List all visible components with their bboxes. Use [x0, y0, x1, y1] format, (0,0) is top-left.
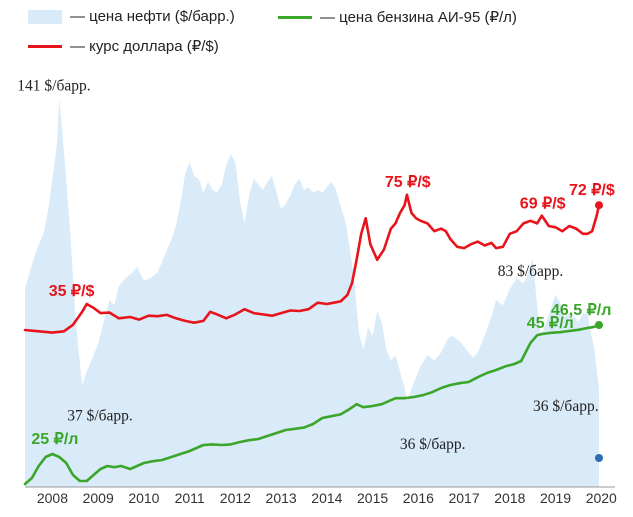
- x-tick-label: 2020: [586, 490, 617, 506]
- x-tick-label: 2016: [403, 490, 434, 506]
- x-tick-label: 2010: [128, 490, 159, 506]
- petrol-end-dot: [594, 321, 603, 329]
- x-tick-label: 2017: [448, 490, 479, 506]
- x-tick-label: 2012: [220, 490, 251, 506]
- oil-annotation: 141 $/барр.: [17, 77, 90, 94]
- legend-petrol: — цена бензина АИ-95 (₽/л): [278, 8, 517, 26]
- x-tick-label: 2019: [540, 490, 571, 506]
- oil-price-area: [25, 99, 599, 488]
- x-tick-label: 2014: [311, 490, 342, 506]
- legend-oil-swatch: [28, 9, 62, 24]
- x-tick-label: 2015: [357, 490, 388, 506]
- usd-end-dot: [594, 201, 603, 210]
- petrol-annotation: 46,5 ₽/л: [551, 302, 611, 319]
- usd-annotation: 35 ₽/$: [49, 283, 95, 300]
- oil-annotation: 36 $/барр.: [533, 398, 599, 415]
- x-axis: 2008 2009 2010 2011 2012 2013 2014 2015 2016 2017…: [25, 486, 617, 506]
- x-tick-label: 2018: [494, 490, 525, 506]
- oil-end-dot: [594, 454, 603, 462]
- petrol-price-line: [23, 323, 601, 486]
- petrol-annotation: 25 ₽/л: [31, 431, 78, 448]
- legend-oil: — цена нефти ($/барр.): [28, 8, 235, 25]
- usd-rate-line: [23, 193, 601, 334]
- legend-petrol-label: — цена бензина АИ-95 (₽/л): [320, 9, 517, 26]
- usd-annotation: 75 ₽/$: [385, 174, 431, 191]
- legend-usd-swatch: [28, 44, 62, 48]
- legend-petrol-swatch: [278, 15, 312, 19]
- usd-annotation: 72 ₽/$: [569, 182, 615, 199]
- annotations-layer: 141 $/барр. 37 $/барр. 36 $/барр. 83 $/барр…: [17, 77, 615, 453]
- petrol-annotation: 45 ₽/л: [527, 315, 574, 332]
- x-tick-label: 2009: [83, 490, 114, 506]
- x-tick-label: 2011: [175, 490, 205, 506]
- legend-oil-label: — цена нефти ($/барр.): [70, 8, 235, 25]
- x-tick-label: 2013: [266, 490, 297, 506]
- usd-annotation: 69 ₽/$: [520, 196, 566, 213]
- x-tick-label: 2008: [37, 490, 68, 506]
- oil-annotation: 83 $/барр.: [498, 263, 564, 280]
- oil-area-layer: [25, 99, 599, 488]
- oil-annotation: 36 $/барр.: [400, 436, 466, 453]
- legend-usd-label: — курс доллара (₽/$): [70, 38, 219, 55]
- legend-usd: — курс доллара (₽/$): [28, 37, 219, 55]
- lines-layer: [23, 193, 603, 486]
- oil-annotation: 37 $/барр.: [67, 407, 133, 424]
